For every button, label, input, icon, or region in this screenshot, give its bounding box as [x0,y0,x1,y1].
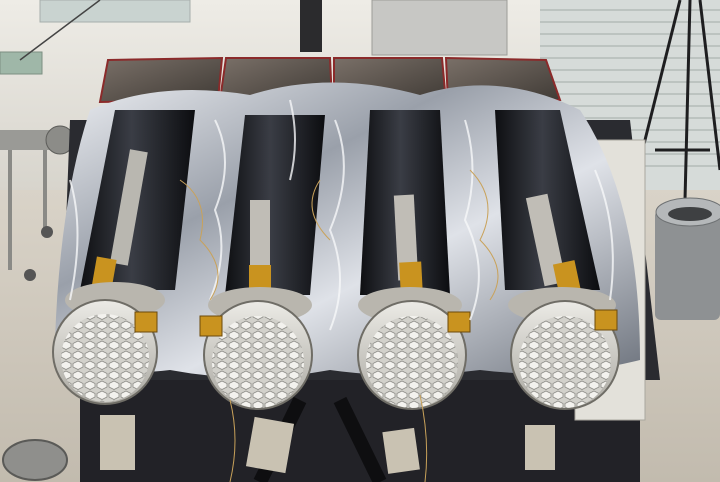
telescope-1-optic-grid [61,314,149,402]
base-strut-right [333,396,387,482]
telescope-4-gold-band [552,260,582,296]
telescope-3 [357,110,471,410]
wall-dark-outlet [300,0,322,52]
base-tag-2 [382,427,420,474]
telescope-4-gold-clamp [594,309,618,331]
trash-bin [655,197,720,320]
wall-panel-door [371,0,508,56]
harness-wires [179,169,499,482]
telescope-1 [52,110,195,405]
base-tag-4 [100,415,135,470]
foil-blanket-mass [55,82,640,378]
base-tag-3 [525,425,555,470]
telescope-3-mast [393,194,419,281]
round-stool [2,439,68,481]
telescope-3-optic-grid [366,316,458,408]
left-cart-equipment [0,125,80,281]
telescope-1-gold-clamp [134,311,158,333]
wall-window [39,0,191,23]
telescope-2-optic-grid [212,316,304,408]
wall-cable [19,0,101,61]
base-tag-1 [245,416,295,474]
telescope-1-mast [110,149,148,266]
telescope-4 [495,110,620,410]
foil-crinkles [69,99,614,331]
telescope-2-gold-clamp [199,315,223,337]
telescope-2-mast [250,200,270,280]
telescope-3-gold-clamp [447,311,471,333]
telescope-3-gold-band [399,261,423,295]
wall-green-box [0,51,43,75]
telescope-2 [199,115,325,410]
telescope-4-mast [525,193,567,287]
telescope-4-optic-grid [519,316,611,408]
